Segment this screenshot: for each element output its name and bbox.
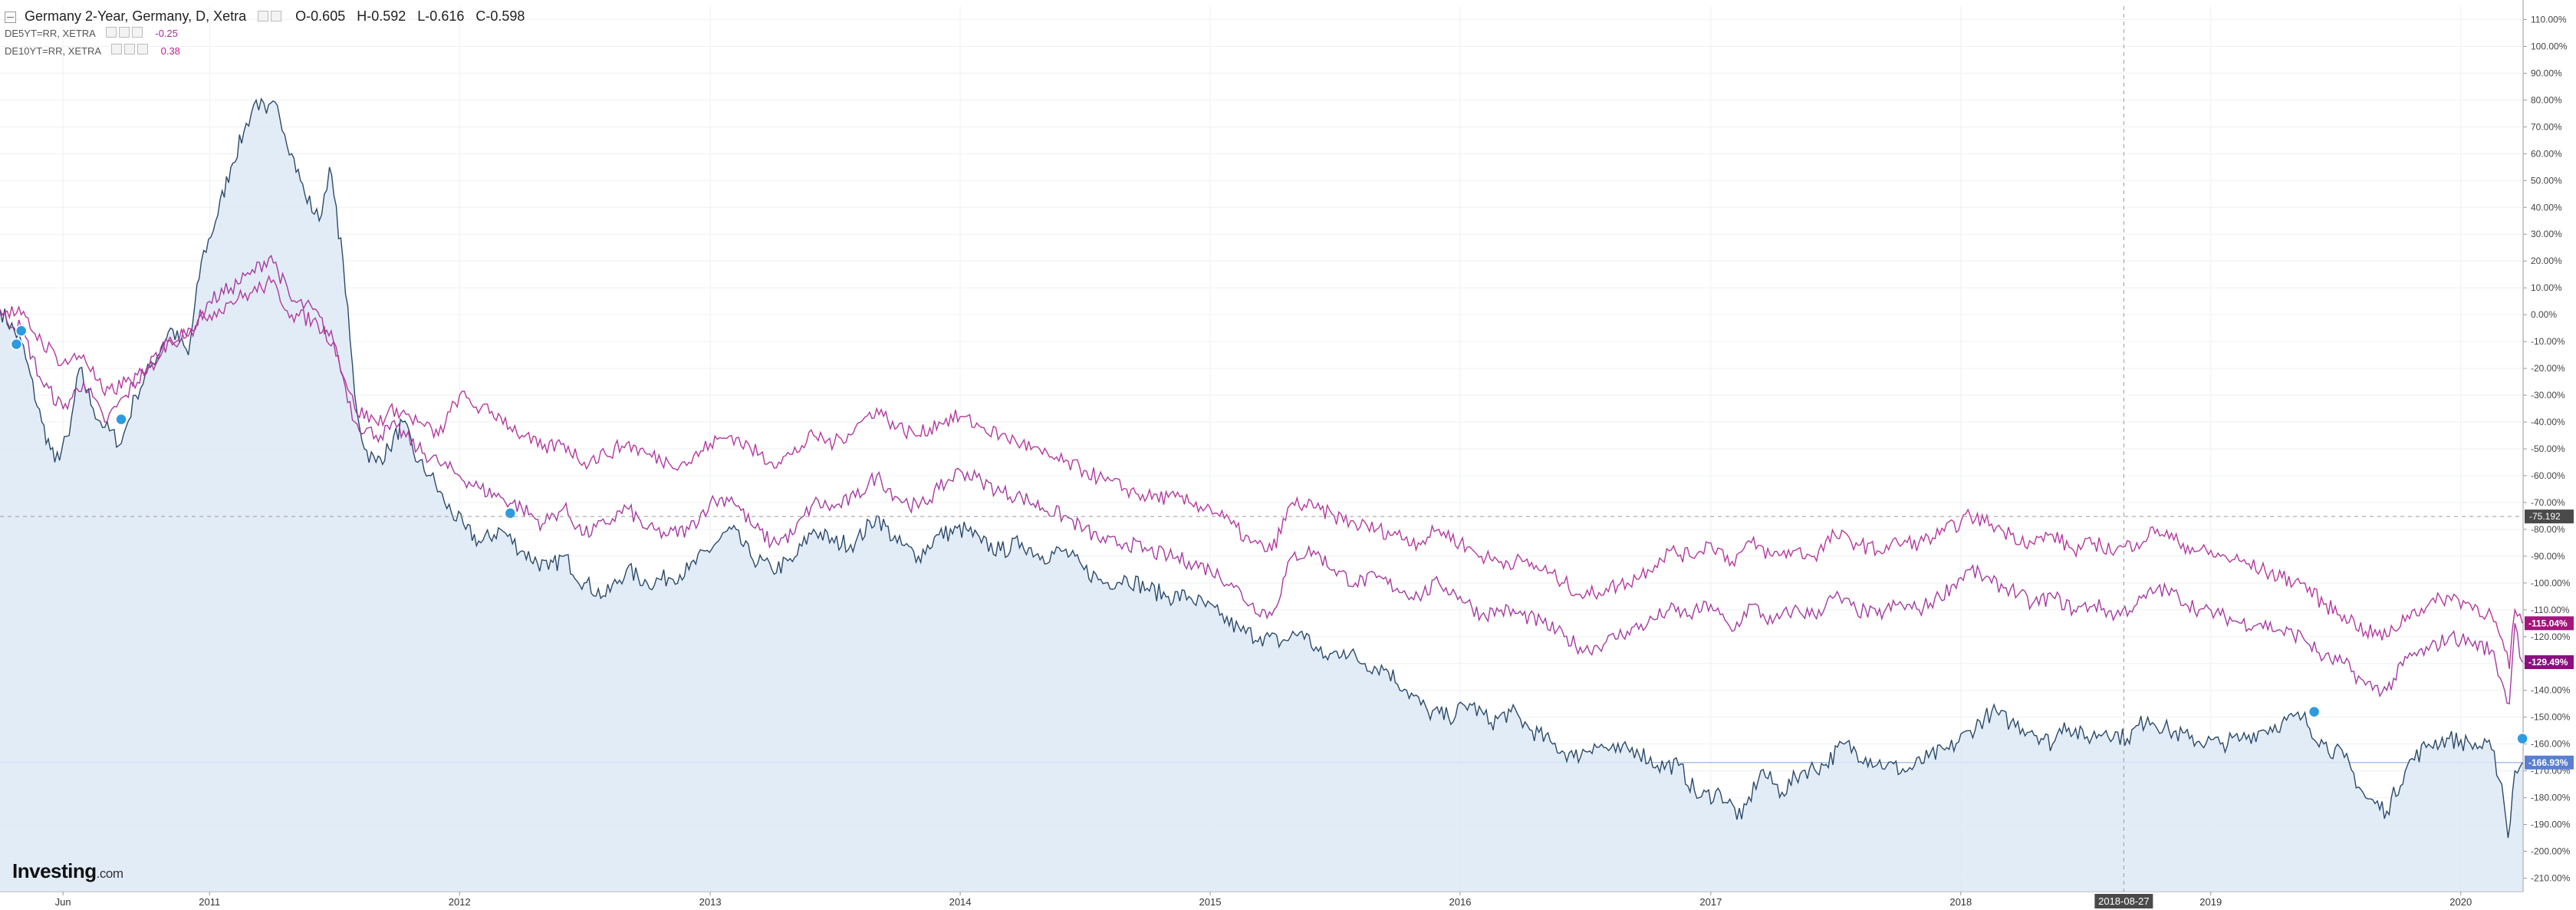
legend-compare-2-buttons[interactable]	[110, 43, 150, 60]
y-axis: 110.00% 100.00% 90.00% 80.00% 70.00% 60.00% 50…	[2523, 14, 2571, 884]
y-tick-label: -20.00%	[2531, 363, 2565, 374]
legend-compare-2-value: 0.38	[160, 45, 180, 57]
y-tick-label: -70.00%	[2531, 497, 2565, 508]
last-label-box-2	[2525, 616, 2574, 631]
legend-compare-2: DE10YT=RR, XETRA 0.38	[5, 43, 525, 61]
last-label-1: -129.49%	[2528, 657, 2568, 668]
y-tick-label: -60.00%	[2531, 470, 2565, 481]
y-tick-label: -80.00%	[2531, 524, 2565, 535]
crosshair-price-box	[2525, 509, 2574, 524]
y-tick-label: 100.00%	[2531, 41, 2568, 51]
crosshair-date-box	[2094, 894, 2153, 908]
y-tick-label: 10.00%	[2531, 282, 2562, 293]
legend-compare-1-value: -0.25	[155, 28, 179, 40]
y-tick-label: 50.00%	[2531, 175, 2562, 186]
legend-main-title: Germany 2-Year, Germany, D, Xetra	[25, 8, 247, 24]
event-marker-icon[interactable]	[2308, 705, 2321, 718]
investing-logo: Investing.com	[12, 859, 123, 883]
x-tick-label: 2011	[199, 896, 220, 908]
event-markers[interactable]	[10, 325, 2528, 745]
crosshair-price-label: -75.192	[2529, 511, 2561, 522]
y-tick-label: -150.00%	[2531, 712, 2571, 723]
legend-close: C-0.598	[475, 8, 525, 24]
series-line-2	[0, 275, 2523, 669]
y-tick-label: 70.00%	[2531, 121, 2562, 132]
series-line-0	[0, 97, 2523, 839]
legend-open: O-0.605	[295, 8, 346, 24]
legend-compare-1: DE5YT=RR, XETRA -0.25	[5, 25, 525, 43]
area-0	[0, 98, 2523, 892]
y-tick-label: -30.00%	[2531, 390, 2565, 401]
y-tick-label: -160.00%	[2531, 739, 2571, 750]
last-label-box-1	[2525, 655, 2574, 670]
y-tick-label: 90.00%	[2531, 68, 2562, 78]
x-tick-label: 2020	[2449, 896, 2472, 908]
y-tick-label: -190.00%	[2531, 819, 2571, 830]
y-tick-label: -50.00%	[2531, 443, 2565, 454]
brand-name: Investing	[12, 859, 97, 882]
x-axis: Jun 2011 2012 2013 2014 2015 2016 2017 2018 2019 2…	[55, 892, 2472, 908]
x-tick-label: 2017	[1699, 896, 1722, 908]
chart-legend: Germany 2-Year, Germany, D, Xetra O-0.60…	[5, 8, 525, 60]
y-tick-label: 80.00%	[2531, 94, 2562, 105]
x-tick-label: 2014	[949, 896, 972, 908]
collapse-icon[interactable]	[5, 11, 16, 23]
y-tick-label: -100.00%	[2531, 578, 2571, 589]
crosshair-date-label: 2018-08-27	[2098, 895, 2150, 907]
x-tick-label: 2018	[1949, 896, 1972, 908]
event-marker-icon[interactable]	[115, 413, 127, 426]
event-marker-icon[interactable]	[15, 325, 28, 337]
brand-suffix: .com	[96, 866, 123, 881]
y-tick-label: 0.00%	[2531, 309, 2557, 320]
last-label-2: -115.04%	[2528, 618, 2568, 628]
legend-low: L-0.616	[417, 8, 465, 24]
legend-main: Germany 2-Year, Germany, D, Xetra O-0.60…	[5, 8, 525, 25]
last-label-0: -166.93%	[2528, 757, 2568, 768]
y-tick-label: 110.00%	[2531, 14, 2567, 25]
series-lines	[0, 97, 2523, 839]
x-tick-label: 2013	[699, 896, 722, 908]
y-tick-label: -90.00%	[2531, 551, 2565, 562]
legend-compare-1-buttons[interactable]	[105, 26, 145, 43]
legend-compare-1-name: DE5YT=RR, XETRA	[5, 28, 96, 40]
y-tick-label: -120.00%	[2531, 631, 2571, 642]
event-marker-icon[interactable]	[504, 507, 517, 519]
crosshair: -75.192 2018-08-27	[0, 6, 2574, 908]
x-tick-label: Jun	[55, 896, 71, 908]
y-tick-label: -210.00%	[2531, 873, 2571, 884]
y-tick-label: -110.00%	[2531, 605, 2570, 615]
x-tick-label: 2012	[449, 896, 471, 908]
y-tick-label: 40.00%	[2531, 202, 2562, 213]
event-marker-icon[interactable]	[10, 338, 23, 351]
y-tick-label: 20.00%	[2531, 256, 2562, 266]
x-tick-label: 2015	[1199, 896, 1222, 908]
y-tick-label: -200.00%	[2531, 846, 2571, 857]
x-tick-label: 2019	[2199, 896, 2222, 908]
y-tick-label: -10.00%	[2531, 336, 2565, 347]
area-fill	[0, 98, 2523, 892]
legend-main-buttons[interactable]	[258, 8, 284, 25]
y-tick-label: 60.00%	[2531, 148, 2562, 159]
y-tick-label: -40.00%	[2531, 417, 2565, 427]
legend-high: H-0.592	[357, 8, 406, 24]
legend-compare-2-name: DE10YT=RR, XETRA	[5, 45, 101, 57]
x-tick-label: 2016	[1449, 896, 1472, 908]
event-marker-icon[interactable]	[2516, 732, 2528, 745]
y-tick-label: 30.00%	[2531, 229, 2562, 239]
last-label-box-0	[2525, 755, 2574, 770]
y-tick-label: -140.00%	[2531, 685, 2571, 696]
y-tick-label: -180.00%	[2531, 793, 2571, 803]
series-line-1	[0, 254, 2523, 705]
last-value-labels: -166.93% -129.49% -115.04%	[2525, 616, 2574, 770]
